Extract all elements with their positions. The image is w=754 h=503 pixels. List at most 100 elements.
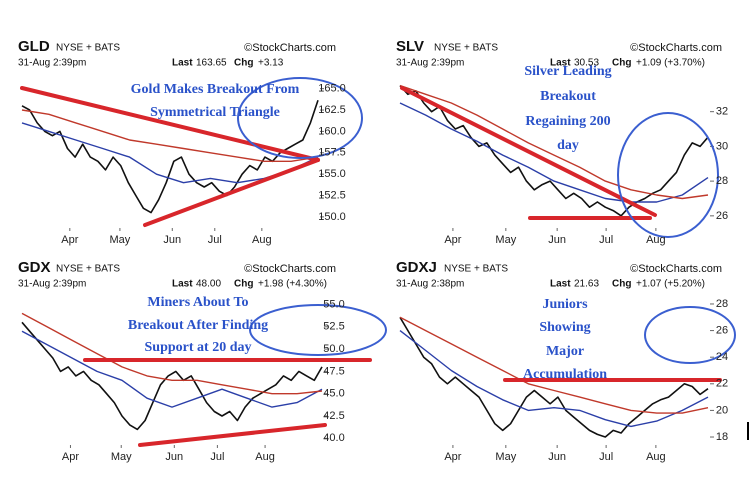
timestamp: 31-Aug 2:38pm bbox=[396, 279, 464, 290]
x-tick-label: May bbox=[110, 234, 131, 246]
annotation: Regaining 200 bbox=[525, 114, 610, 129]
moving-average bbox=[399, 330, 709, 428]
x-tick-label: Apr bbox=[444, 451, 461, 463]
ticker: GDX bbox=[18, 259, 51, 276]
highlight-circle bbox=[249, 304, 387, 356]
moving-average bbox=[21, 312, 323, 395]
y-tick-label: 47.5 bbox=[323, 365, 344, 377]
annotation: Accumulation bbox=[523, 367, 607, 382]
source: ©StockCharts.com bbox=[244, 263, 336, 275]
x-tick-label: Jul bbox=[599, 451, 613, 463]
x-tick-label: Aug bbox=[255, 451, 275, 463]
annotation: Miners About To bbox=[147, 295, 248, 310]
annotation: Juniors bbox=[542, 297, 588, 312]
source: ©StockCharts.com bbox=[244, 42, 336, 54]
moving-average bbox=[399, 102, 709, 203]
highlight-circle bbox=[644, 306, 736, 364]
annotation: day bbox=[557, 138, 579, 153]
annotation: Breakout bbox=[540, 89, 596, 104]
ticker: SLV bbox=[396, 38, 424, 55]
x-tick-label: Aug bbox=[646, 451, 666, 463]
trend-lines bbox=[20, 86, 722, 447]
price-line bbox=[399, 316, 709, 438]
exchange: NYSE + BATS bbox=[434, 43, 498, 54]
x-tick-label: Jun bbox=[163, 234, 181, 246]
moving-average bbox=[399, 316, 709, 414]
y-tick-label: 155.0 bbox=[318, 168, 346, 180]
x-tick-label: Apr bbox=[61, 234, 78, 246]
trend-line bbox=[20, 86, 320, 162]
y-tick-label: 26 bbox=[716, 324, 728, 336]
moving-average bbox=[21, 109, 319, 162]
chg-label: Chg bbox=[612, 58, 631, 69]
annotation: Showing bbox=[539, 320, 590, 335]
y-tick-label: 160.0 bbox=[318, 125, 346, 137]
price-line bbox=[21, 321, 323, 431]
last-label: Last bbox=[172, 279, 193, 290]
y-tick-label: 30 bbox=[716, 140, 728, 152]
chg-value: +3.13 bbox=[258, 58, 284, 69]
annotation: Support at 20 day bbox=[145, 340, 252, 355]
annotation: Symmetrical Triangle bbox=[150, 105, 280, 120]
y-tick-label: 22 bbox=[716, 378, 728, 390]
timestamp: 31-Aug 2:39pm bbox=[18, 279, 86, 290]
labels: GLD NYSE + BATS ©StockCharts.com 31-Aug 2:3… bbox=[18, 38, 728, 463]
chg-value: +1.09 (+3.70%) bbox=[636, 58, 705, 69]
annotation: Silver Leading bbox=[524, 64, 611, 79]
chg-label: Chg bbox=[234, 279, 253, 290]
x-tick-label: Apr bbox=[444, 234, 461, 246]
last-label: Last bbox=[550, 279, 571, 290]
y-tick-label: 55.0 bbox=[323, 298, 344, 310]
y-tick-label: 28 bbox=[716, 175, 728, 187]
chg-value: +1.98 (+4.30%) bbox=[258, 279, 327, 290]
x-tick-label: Jul bbox=[208, 234, 222, 246]
trend-line bbox=[143, 158, 320, 227]
y-tick-label: 42.5 bbox=[323, 410, 344, 422]
y-tick-label: 20 bbox=[716, 404, 728, 416]
x-tick-label: Jun bbox=[165, 451, 183, 463]
y-tick-label: 52.5 bbox=[323, 321, 344, 333]
exchange: NYSE + BATS bbox=[56, 264, 120, 275]
highlight-circles bbox=[237, 77, 736, 364]
last-value: 48.00 bbox=[196, 279, 221, 290]
trend-line bbox=[138, 423, 327, 447]
highlight-circle bbox=[617, 112, 719, 238]
chg-value: +1.07 (+5.20%) bbox=[636, 279, 705, 290]
y-tick-label: 40.0 bbox=[323, 432, 344, 444]
exchange: NYSE + BATS bbox=[444, 264, 508, 275]
source: ©StockCharts.com bbox=[630, 42, 722, 54]
last-label: Last bbox=[172, 58, 193, 69]
y-tick-label: 45.0 bbox=[323, 388, 344, 400]
ticker: GDXJ bbox=[396, 259, 437, 276]
timestamp: 31-Aug 2:39pm bbox=[18, 58, 86, 69]
y-tick-label: 162.5 bbox=[318, 104, 346, 116]
last-value: 21.63 bbox=[574, 279, 599, 290]
y-tick-label: 50.0 bbox=[323, 343, 344, 355]
last-value: 163.65 bbox=[196, 58, 227, 69]
chg-label: Chg bbox=[612, 279, 631, 290]
x-tick-label: Apr bbox=[62, 451, 79, 463]
x-tick-label: Aug bbox=[646, 234, 666, 246]
exchange: NYSE + BATS bbox=[56, 43, 120, 54]
price-line bbox=[399, 85, 709, 217]
source: ©StockCharts.com bbox=[630, 263, 722, 275]
moving-average bbox=[399, 84, 709, 200]
annotation: Major bbox=[546, 344, 584, 359]
y-tick-label: 150.0 bbox=[318, 211, 346, 223]
last-label: Last bbox=[550, 58, 571, 69]
price-line bbox=[21, 99, 319, 214]
moving-average bbox=[21, 330, 323, 408]
y-tick-label: 18 bbox=[716, 431, 728, 443]
x-tick-label: May bbox=[111, 451, 132, 463]
last-value: 30.53 bbox=[574, 58, 599, 69]
chg-label: Chg bbox=[234, 58, 253, 69]
x-tick-label: Jul bbox=[210, 451, 224, 463]
trend-line bbox=[400, 86, 657, 217]
y-tick-label: 157.5 bbox=[318, 147, 346, 159]
y-tick-label: 28 bbox=[716, 298, 728, 310]
y-tick-label: 26 bbox=[716, 210, 728, 222]
x-tick-label: Jun bbox=[548, 234, 566, 246]
